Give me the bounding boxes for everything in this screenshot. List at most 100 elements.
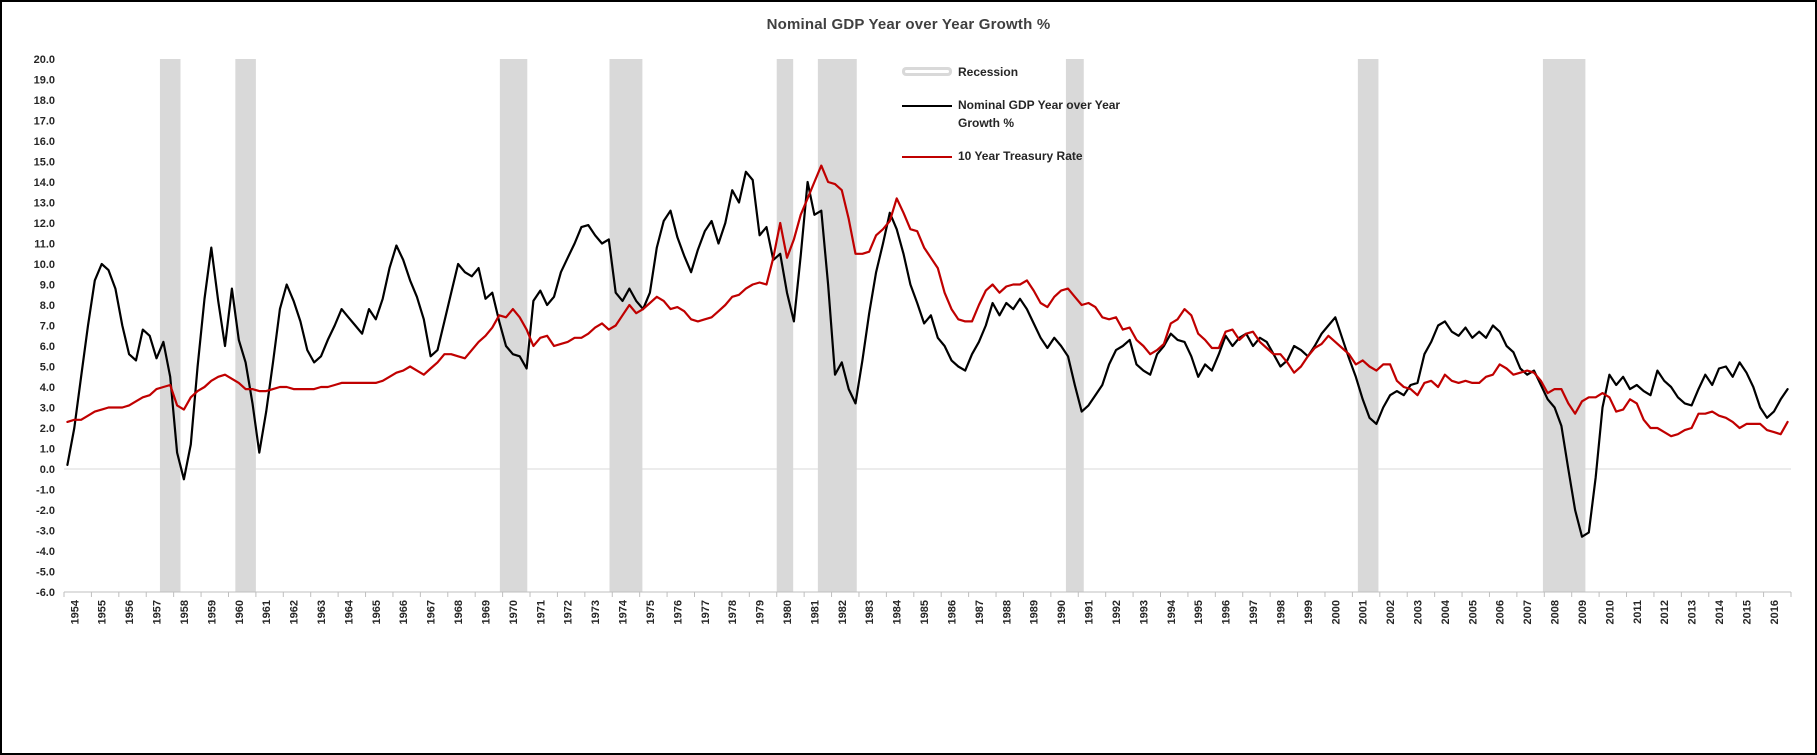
y-axis-tick-label: -4.0 xyxy=(36,546,55,558)
x-axis-tick-label: 1964 xyxy=(343,599,355,624)
recession-band xyxy=(1065,59,1084,592)
x-axis-tick-label: 1959 xyxy=(206,600,218,624)
x-axis-tick-label: 1979 xyxy=(755,600,767,624)
y-axis-tick-label: -3.0 xyxy=(36,526,55,538)
legend-treasury-label: 10 Year Treasury Rate xyxy=(958,149,1083,164)
y-axis-tick-label: -1.0 xyxy=(36,485,55,497)
y-axis-tick-label: 16.0 xyxy=(34,136,55,148)
recession-band xyxy=(1542,59,1586,592)
x-axis-tick-label: 1963 xyxy=(316,600,328,624)
x-axis-tick-label: 2004 xyxy=(1440,599,1452,624)
x-axis-tick-label: 2016 xyxy=(1769,600,1781,624)
y-axis-tick-label: 10.0 xyxy=(34,259,55,271)
x-axis-tick-label: 2015 xyxy=(1741,600,1753,624)
y-axis-tick-label: 8.0 xyxy=(40,300,55,312)
x-axis-tick-label: 2008 xyxy=(1550,600,1562,624)
x-axis-tick-label: 2010 xyxy=(1604,600,1616,624)
y-axis-tick-label: 4.0 xyxy=(40,382,55,394)
x-axis-tick-label: 1965 xyxy=(371,600,383,624)
x-axis-tick-label: 2011 xyxy=(1632,600,1644,624)
x-axis-tick-label: 1987 xyxy=(974,600,986,624)
x-axis-tick-label: 1982 xyxy=(837,600,849,624)
x-axis-tick-label: 1956 xyxy=(124,600,136,624)
y-axis-tick-label: 18.0 xyxy=(34,95,55,107)
legend-item-treasury: 10 Year Treasury Rate xyxy=(902,148,1152,165)
x-axis-tick-label: 1991 xyxy=(1084,600,1096,624)
x-axis-tick-label: 1968 xyxy=(453,600,465,624)
x-axis-tick-label: 2005 xyxy=(1467,600,1479,624)
x-axis-tick-label: 1969 xyxy=(480,600,492,624)
x-axis-tick-label: 2014 xyxy=(1714,599,1726,624)
x-axis-tick-label: 2009 xyxy=(1577,600,1589,624)
y-axis-tick-label: 3.0 xyxy=(40,403,55,415)
treasury-line xyxy=(66,164,1789,438)
recession-swatch xyxy=(902,67,952,76)
x-axis-tick-label: 2012 xyxy=(1659,600,1671,624)
x-axis-tick-label: 2000 xyxy=(1330,600,1342,624)
y-axis-tick-label: 7.0 xyxy=(40,321,55,333)
y-axis-tick-label: 1.0 xyxy=(40,444,55,456)
gdp-line xyxy=(66,170,1789,538)
x-axis-tick-label: 2002 xyxy=(1385,600,1397,624)
x-axis-tick-label: 1990 xyxy=(1056,600,1068,624)
x-axis-tick-label: 1966 xyxy=(398,600,410,624)
x-axis-tick-label: 1962 xyxy=(289,600,301,624)
x-axis-tick-label: 1995 xyxy=(1193,600,1205,624)
legend-item-gdp: Nominal GDP Year over Year Growth % xyxy=(902,97,1152,132)
x-axis-tick-label: 1976 xyxy=(672,600,684,624)
x-axis-tick-label: 1974 xyxy=(618,599,630,624)
y-axis-tick-label: 20.0 xyxy=(34,54,55,66)
x-axis-tick-label: 1977 xyxy=(700,600,712,624)
x-axis-tick-label: 2013 xyxy=(1687,600,1699,624)
y-axis-tick-label: 9.0 xyxy=(40,280,55,292)
x-axis-tick-label: 1972 xyxy=(563,600,575,624)
x-axis-tick-label: 2007 xyxy=(1522,600,1534,624)
y-axis-tick-label: -6.0 xyxy=(36,587,55,599)
x-axis-tick-label: 1997 xyxy=(1248,600,1260,624)
y-axis-tick-label: 13.0 xyxy=(34,198,55,210)
x-axis-tick-label: 2003 xyxy=(1413,600,1425,624)
y-axis-tick-label: -2.0 xyxy=(36,505,55,517)
legend-gdp-label: Nominal GDP Year over Year Growth % xyxy=(958,98,1121,130)
x-axis-tick-label: 2006 xyxy=(1495,600,1507,624)
x-axis-tick-label: 1984 xyxy=(892,599,904,624)
recession-band xyxy=(1357,59,1379,592)
x-axis-tick-label: 1989 xyxy=(1029,600,1041,624)
x-axis-tick-label: 1992 xyxy=(1111,600,1123,624)
x-axis-tick-label: 2001 xyxy=(1358,600,1370,624)
y-axis-tick-label: 2.0 xyxy=(40,423,55,435)
legend-item-recession: Recession xyxy=(902,64,1152,81)
x-axis-tick-label: 1988 xyxy=(1001,600,1013,624)
recession-band xyxy=(235,59,256,592)
x-axis-tick-label: 1973 xyxy=(590,600,602,624)
x-axis-tick-label: 1955 xyxy=(97,600,109,624)
x-axis-tick-label: 1998 xyxy=(1275,600,1287,624)
x-axis-tick-label: 1985 xyxy=(919,600,931,624)
x-axis-tick-label: 1981 xyxy=(809,600,821,624)
y-axis-tick-label: 11.0 xyxy=(34,239,55,251)
y-axis-tick-label: -5.0 xyxy=(36,567,55,579)
x-axis-tick-label: 1970 xyxy=(508,600,520,624)
x-axis-tick-label: 1993 xyxy=(1138,600,1150,624)
y-axis-tick-label: 12.0 xyxy=(34,218,55,230)
x-axis-tick-label: 1980 xyxy=(782,600,794,624)
recession-band xyxy=(159,59,181,592)
x-axis-tick-label: 1960 xyxy=(234,600,246,624)
y-axis-tick-label: 5.0 xyxy=(40,362,55,374)
x-axis-tick-label: 1978 xyxy=(727,600,739,624)
x-axis-tick-label: 1967 xyxy=(426,600,438,624)
x-axis-tick-label: 1954 xyxy=(69,599,81,624)
treasury-line-swatch xyxy=(902,156,952,159)
x-axis-tick-label: 1983 xyxy=(864,600,876,624)
x-axis-tick-label: 1957 xyxy=(152,600,164,624)
x-axis-tick-label: 1961 xyxy=(261,600,273,624)
y-axis-tick-label: 0.0 xyxy=(40,464,55,476)
y-axis-tick-label: 14.0 xyxy=(34,177,55,189)
legend-recession-label: Recession xyxy=(958,65,1019,79)
y-axis-tick-label: 19.0 xyxy=(34,75,55,87)
legend: Recession Nominal GDP Year over Year Grow… xyxy=(902,64,1152,182)
x-axis-tick-label: 1975 xyxy=(645,600,657,624)
x-axis-tick-label: 1996 xyxy=(1221,600,1233,624)
